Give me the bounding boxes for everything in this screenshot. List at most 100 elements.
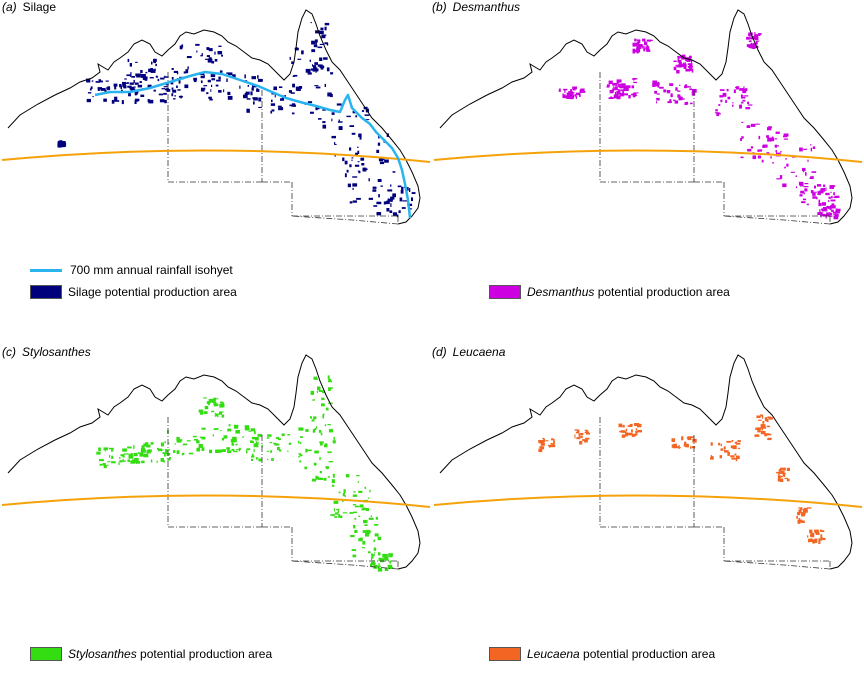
production-patch bbox=[105, 87, 109, 89]
production-patch bbox=[134, 98, 140, 102]
production-patch bbox=[821, 209, 824, 212]
production-patch bbox=[317, 46, 323, 49]
production-patch bbox=[388, 553, 393, 557]
production-patch bbox=[338, 126, 343, 130]
production-patch bbox=[134, 458, 139, 461]
production-patch bbox=[731, 457, 737, 460]
panel-label: (b) Desmanthus bbox=[432, 0, 520, 14]
production-patch bbox=[392, 193, 396, 198]
production-patch bbox=[111, 449, 114, 452]
production-patch bbox=[802, 508, 805, 513]
production-patch bbox=[758, 419, 762, 421]
production-patch bbox=[227, 95, 233, 100]
production-patch bbox=[327, 92, 332, 97]
production-patch bbox=[132, 459, 136, 463]
production-patch bbox=[186, 440, 191, 442]
production-patch bbox=[227, 72, 233, 76]
production-patch bbox=[584, 439, 588, 443]
production-patch bbox=[691, 91, 696, 96]
map-stylosanthes bbox=[1, 354, 431, 572]
production-patch bbox=[153, 89, 156, 92]
production-patch bbox=[373, 539, 376, 542]
production-patch bbox=[357, 146, 359, 148]
production-patch bbox=[176, 439, 182, 443]
production-patch bbox=[803, 186, 809, 188]
production-patch bbox=[756, 34, 761, 36]
production-patch bbox=[92, 96, 94, 98]
boundary-line bbox=[1, 494, 431, 508]
state-borders bbox=[599, 417, 831, 570]
production-patch bbox=[409, 208, 412, 210]
production-patch bbox=[710, 457, 714, 460]
production-patch bbox=[278, 449, 282, 452]
production-patch bbox=[103, 98, 107, 102]
production-patch bbox=[208, 48, 213, 52]
production-patch bbox=[617, 96, 620, 99]
production-patch bbox=[113, 83, 118, 87]
production-patch bbox=[218, 45, 222, 47]
production-patch bbox=[287, 450, 289, 452]
production-patch bbox=[580, 432, 584, 435]
production-patch bbox=[105, 80, 109, 82]
production-patch bbox=[111, 99, 115, 104]
production-patch bbox=[313, 376, 317, 380]
production-patch bbox=[248, 430, 252, 432]
production-patch bbox=[810, 144, 812, 146]
production-patch bbox=[334, 155, 336, 157]
production-patch bbox=[818, 538, 821, 541]
production-patch bbox=[634, 423, 638, 427]
production-patch bbox=[305, 68, 311, 73]
production-patch bbox=[667, 101, 672, 104]
production-patch bbox=[684, 102, 687, 105]
production-patch bbox=[622, 424, 625, 428]
production-patch bbox=[681, 58, 686, 60]
production-patch bbox=[364, 114, 370, 116]
production-patch bbox=[270, 450, 273, 453]
production-patch bbox=[352, 554, 357, 558]
production-patch bbox=[570, 89, 572, 94]
panel-letter: (c) bbox=[2, 345, 16, 359]
production-patch bbox=[383, 201, 386, 205]
production-patch bbox=[627, 432, 633, 436]
production-patch bbox=[209, 98, 213, 101]
boundary-line bbox=[433, 149, 863, 163]
panel-letter: (b) bbox=[432, 0, 447, 14]
production-patch bbox=[747, 101, 749, 104]
production-patch bbox=[758, 429, 761, 433]
production-patch bbox=[184, 84, 189, 89]
production-patch bbox=[333, 436, 335, 441]
production-patch bbox=[754, 32, 756, 36]
production-patch bbox=[318, 429, 322, 433]
production-patch bbox=[213, 428, 219, 430]
production-patch bbox=[752, 46, 756, 49]
production-patch bbox=[90, 86, 93, 89]
legend-label-italic: Desmanthus bbox=[527, 285, 595, 299]
production-patch bbox=[278, 86, 283, 88]
production-patch bbox=[388, 198, 393, 202]
production-patch bbox=[321, 34, 326, 39]
production-patch bbox=[614, 95, 618, 99]
production-patch bbox=[743, 86, 745, 90]
production-patch bbox=[714, 112, 720, 114]
production-patch bbox=[769, 137, 775, 142]
state-borders bbox=[599, 72, 831, 225]
production-patch bbox=[370, 563, 373, 567]
production-patch bbox=[691, 68, 694, 73]
production-patch bbox=[158, 93, 164, 96]
production-patch bbox=[178, 95, 183, 98]
legend-label: potential production area bbox=[594, 285, 730, 299]
production-patch bbox=[162, 460, 165, 463]
production-patch bbox=[370, 515, 372, 518]
production-patch bbox=[633, 81, 637, 84]
production-patch bbox=[684, 64, 687, 67]
production-patch bbox=[538, 441, 541, 444]
production-patch bbox=[277, 105, 282, 107]
production-patch bbox=[200, 89, 205, 92]
production-patch bbox=[143, 453, 149, 458]
production-patch bbox=[219, 403, 224, 408]
production-patch bbox=[826, 206, 829, 209]
production-patch bbox=[334, 512, 338, 515]
production-patch bbox=[767, 137, 772, 142]
production-patch bbox=[315, 475, 318, 480]
production-patch bbox=[779, 175, 783, 179]
